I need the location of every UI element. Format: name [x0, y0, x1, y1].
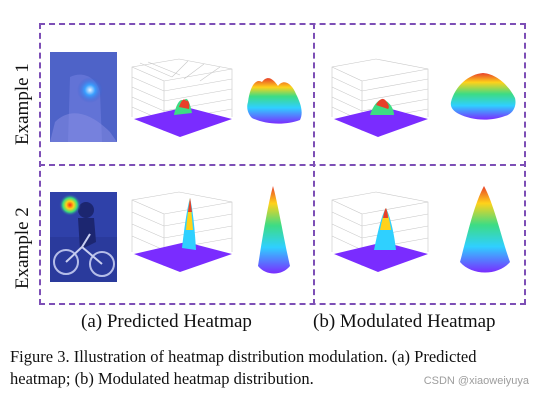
modulated-surface-example-1	[450, 73, 516, 120]
row-label-example-2: Example 2	[12, 207, 33, 289]
column-label-predicted: (a) Predicted Heatmap	[81, 311, 252, 332]
predicted-3d-plot-example-1	[131, 58, 233, 137]
watermark: CSDN @xiaoweiyuya	[423, 375, 529, 387]
column-label-modulated: (b) Modulated Heatmap	[313, 311, 496, 332]
predicted-surface-example-1	[247, 78, 302, 124]
cyclist-crop-thumbnail	[50, 192, 117, 282]
person-crop-thumbnail	[50, 52, 117, 142]
column-divider	[313, 23, 315, 305]
modulated-3d-plot-example-1	[331, 58, 429, 137]
row-divider	[39, 164, 526, 166]
modulated-surface-example-2	[460, 186, 510, 273]
row-label-example-1: Example 1	[12, 63, 33, 145]
figure-caption: Figure 3. Illustration of heatmap distri…	[10, 347, 477, 388]
modulated-3d-plot-example-2	[331, 191, 429, 272]
predicted-3d-plot-example-2	[131, 191, 233, 272]
predicted-surface-example-2	[258, 186, 290, 274]
